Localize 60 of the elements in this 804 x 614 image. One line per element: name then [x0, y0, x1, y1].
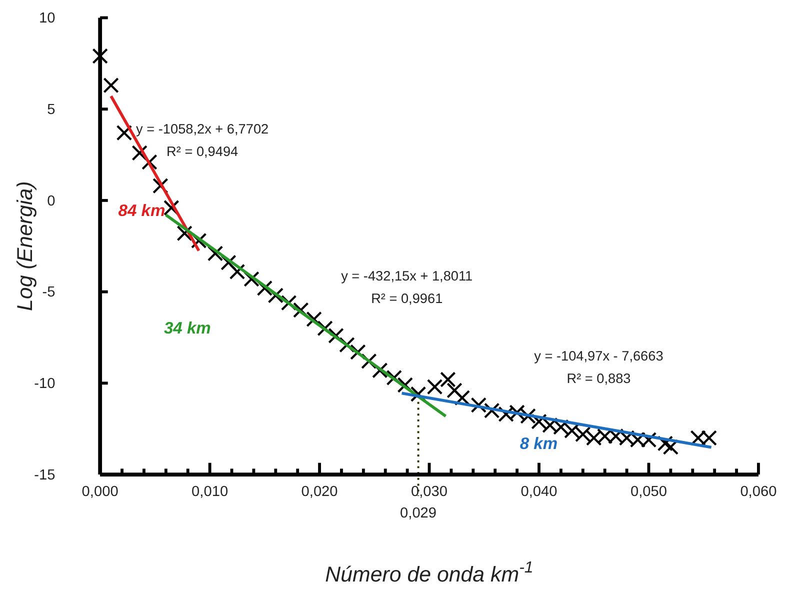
y-tick-label: 0: [47, 193, 56, 210]
point: [350, 344, 366, 360]
x-tick-label: 0,020: [301, 484, 338, 500]
point: [116, 124, 132, 141]
point: [142, 154, 158, 170]
annotation: y = -432,15x + 1,8011: [341, 268, 473, 284]
point: [575, 426, 591, 442]
y-tick-label: 5: [47, 102, 56, 118]
point: [229, 264, 246, 280]
point: [470, 397, 487, 413]
x-tick-label: 0,030: [411, 484, 448, 500]
point: [207, 246, 224, 262]
point: [339, 336, 355, 353]
text: 34 km: [164, 318, 212, 338]
point: [531, 414, 547, 430]
point: [152, 178, 168, 194]
point: [317, 320, 333, 336]
point: [92, 48, 108, 64]
point: [280, 294, 297, 311]
point: [220, 254, 236, 270]
point: [190, 232, 207, 249]
annotation: R² = 0,883: [566, 370, 631, 386]
point: [520, 408, 536, 424]
ref-line-label: 0,029: [400, 505, 437, 522]
point: [256, 280, 273, 296]
y-tick-label: -10: [34, 376, 56, 392]
point: [397, 377, 414, 393]
point: [440, 372, 456, 388]
series-label: 8 km: [520, 434, 558, 454]
series-label: 84 km: [118, 200, 166, 220]
annotation: R² = 0,9961: [371, 291, 443, 306]
point: [454, 390, 470, 406]
point: [132, 145, 148, 161]
point: [361, 353, 377, 370]
y-tick-label: 10: [39, 10, 56, 27]
point: [662, 439, 679, 456]
point: [657, 436, 674, 452]
point: [103, 77, 119, 94]
point: [372, 362, 388, 378]
point: [564, 422, 580, 439]
point: [176, 225, 192, 242]
x-tick-label: 0,060: [740, 484, 777, 500]
x-tick-label: 0,010: [192, 484, 228, 500]
point: [446, 382, 462, 398]
x-tick-label: 0,040: [520, 484, 558, 500]
point: [292, 302, 309, 318]
annotation: R² = 0,9494: [166, 144, 239, 160]
point: [244, 271, 260, 287]
point: [268, 288, 284, 304]
annotation: y = -1058,2x + 6,7702: [136, 122, 269, 137]
point: [426, 378, 443, 395]
x-tick-label: 0,000: [82, 484, 118, 500]
point: [410, 386, 426, 402]
x-axis-title: Número de onda km$^{-1}$: [325, 558, 534, 587]
x-tick-label: 0,050: [630, 484, 667, 500]
y-tick-label: -5: [42, 284, 56, 301]
annotation: y = -104,97x - 7,6663: [534, 348, 664, 364]
y-tick-label: -15: [34, 467, 56, 484]
y-axis-title: Log (Energia): [12, 181, 37, 311]
point: [164, 200, 180, 216]
